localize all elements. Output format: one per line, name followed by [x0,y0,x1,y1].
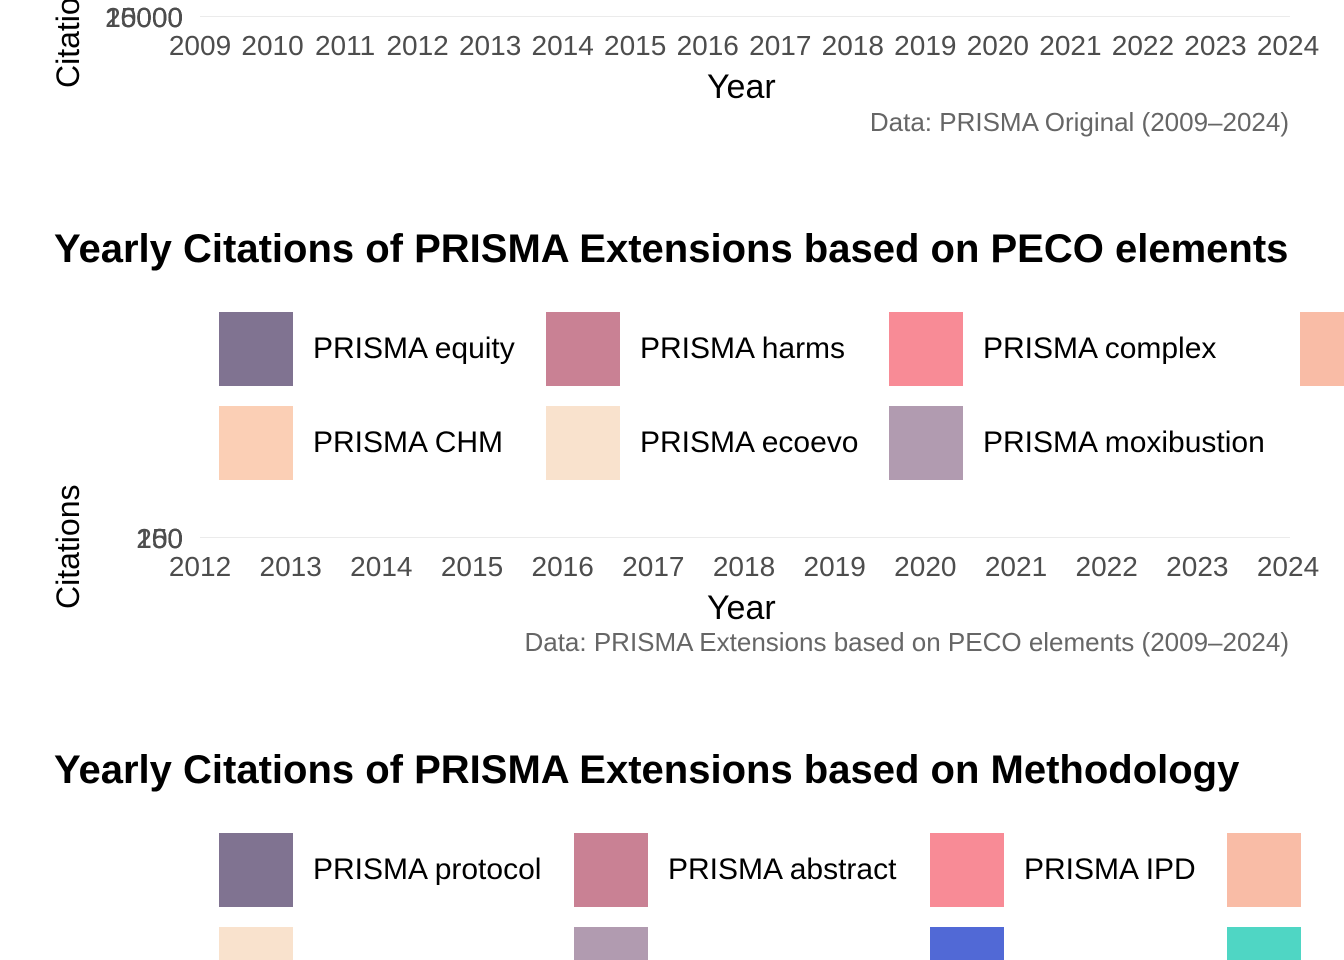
chart-caption: Data: PRISMA Original (2009–2024) [869,107,1289,137]
chart-peco: Yearly Citations of PRISMA Extensions ba… [50,227,1344,657]
x-tick-label: 2024 [1256,551,1320,582]
x-tick-label: 2023 [1184,30,1247,61]
y-tick-label: 0 [167,523,183,554]
x-tick-label: 2015 [604,30,667,61]
legend-label: PRISMA ecoevo [640,426,859,459]
y-tick-label: 50 [151,523,183,554]
x-tick-label: 2016 [531,551,594,582]
chart-caption: Data: PRISMA Extensions based on PECO el… [524,627,1289,657]
x-tick-label: 2012 [386,30,449,61]
legend-item [574,927,934,960]
legend-swatch [546,406,620,480]
chart-title: Yearly Citations of PRISMA Extensions ba… [54,748,1240,792]
x-tick-label: 2019 [803,551,866,582]
x-tick-label: 2013 [458,30,522,61]
x-tick-label: 2021 [984,551,1048,582]
legend-item: PRISMA protocol [219,833,579,907]
legend-label: PRISMA moxibustion [983,426,1265,459]
x-axis-label: Year [707,68,776,106]
legend-swatch [889,406,963,480]
legend-swatch [219,927,293,960]
x-tick-label: 2016 [676,30,739,61]
x-tick-label: 2012 [168,551,232,582]
x-axis-label: Year [707,589,776,627]
x-tick-label: 2024 [1256,30,1320,61]
x-tick-label: 2023 [1166,551,1229,582]
legend-label: PRISMA abstract [668,853,897,886]
legend-label: PRISMA complex [983,332,1217,365]
legend-swatch [219,833,293,907]
legend-item [1227,833,1344,907]
y-gridline [200,537,1290,538]
x-tick-label: 2019 [894,30,957,61]
x-tick-label: 2020 [894,551,957,582]
x-tick-label: 2010 [241,30,304,61]
legend-swatch [574,833,648,907]
x-tick-label: 2011 [314,30,376,61]
x-tick-label: 2017 [749,30,812,61]
legend-item [1227,927,1344,960]
legend-item: PRISMA moxibustion [889,406,1265,480]
x-tick-label: 2022 [1075,551,1138,582]
x-tick-label: 2022 [1111,30,1175,61]
x-tick-label: 2018 [821,30,884,61]
legend-item: PRISMA equity [219,312,579,386]
x-tick-label: 2014 [350,551,413,582]
legend-swatch [219,406,293,480]
legend-swatch [1227,833,1301,907]
legend-item [1300,312,1344,386]
legend-item: PRISMA IPD [930,833,1290,907]
legend-label: PRISMA equity [313,332,515,365]
y-tick-label: 200 [136,523,183,554]
legend-swatch [930,833,1004,907]
legend-label: PRISMA harms [640,332,846,365]
legend-item: PRISMA complex [889,312,1249,386]
y-tick-label: 0 [167,2,183,33]
x-tick-label: 2013 [259,551,322,582]
y-tick-label: 15000 [105,2,183,33]
y-tick-label: 20000 [105,2,183,33]
legend-item: PRISMA harms [546,312,906,386]
legend-label: PRISMA protocol [313,853,542,886]
y-gridline [200,16,1290,17]
legend-swatch [889,312,963,386]
legend-swatch [574,927,648,960]
legend-item [930,927,1290,960]
legend-label: PRISMA CHM [313,426,504,459]
legend-swatch [546,312,620,386]
legend-swatch [219,312,293,386]
x-tick-label: 2009 [168,30,232,61]
legend-swatch [1227,927,1301,960]
x-tick-label: 2021 [1039,30,1102,61]
x-tick-label: 2017 [622,551,685,582]
chart-title: Yearly Citations of PRISMA Extensions ba… [54,227,1289,271]
x-tick-label: 2018 [712,551,776,582]
legend-swatch [1300,312,1344,386]
x-tick-label: 2020 [966,30,1030,61]
y-tick-label: 10000 [105,2,183,33]
x-tick-label: 2014 [531,30,594,61]
y-tick-label: 5000 [120,2,183,33]
legend-item: PRISMA abstract [574,833,934,907]
legend-item [219,927,579,960]
x-tick-label: 2015 [440,551,504,582]
chart-original: 20000 15000 10000 5000 0 Citations 2009 2010 2… [0,0,1344,180]
y-tick-label: 100 [136,523,183,554]
legend-label: PRISMA IPD [1024,853,1196,886]
y-tick-label: 150 [136,523,183,554]
legend-swatch [930,927,1004,960]
legend-item: PRISMA ecoevo [546,406,906,480]
legend-item: PRISMA CHM [219,406,579,480]
